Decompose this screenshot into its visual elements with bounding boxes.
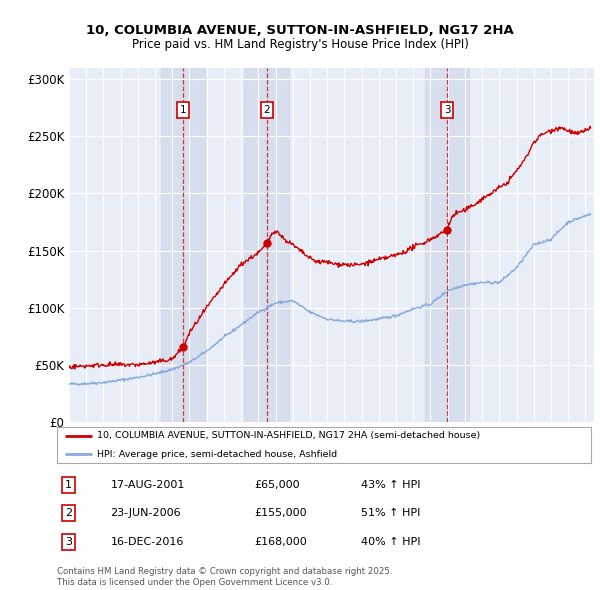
- Text: 10, COLUMBIA AVENUE, SUTTON-IN-ASHFIELD, NG17 2HA: 10, COLUMBIA AVENUE, SUTTON-IN-ASHFIELD,…: [86, 24, 514, 37]
- Text: 17-AUG-2001: 17-AUG-2001: [110, 480, 185, 490]
- Text: 1: 1: [179, 105, 186, 115]
- Bar: [244, 68, 289, 422]
- Text: 43% ↑ HPI: 43% ↑ HPI: [361, 480, 421, 490]
- Text: 51% ↑ HPI: 51% ↑ HPI: [361, 509, 421, 518]
- Bar: [161, 68, 205, 422]
- Text: £155,000: £155,000: [254, 509, 307, 518]
- Text: £65,000: £65,000: [254, 480, 300, 490]
- Text: 16-DEC-2016: 16-DEC-2016: [110, 537, 184, 546]
- Text: 2: 2: [65, 509, 73, 518]
- Text: 1: 1: [65, 480, 72, 490]
- Text: 3: 3: [65, 537, 72, 546]
- Text: 40% ↑ HPI: 40% ↑ HPI: [361, 537, 421, 546]
- Text: £168,000: £168,000: [254, 537, 307, 546]
- Text: Price paid vs. HM Land Registry's House Price Index (HPI): Price paid vs. HM Land Registry's House …: [131, 38, 469, 51]
- Text: 3: 3: [443, 105, 451, 115]
- Text: 10, COLUMBIA AVENUE, SUTTON-IN-ASHFIELD, NG17 2HA (semi-detached house): 10, COLUMBIA AVENUE, SUTTON-IN-ASHFIELD,…: [97, 431, 481, 440]
- Text: 23-JUN-2006: 23-JUN-2006: [110, 509, 181, 518]
- Text: 2: 2: [263, 105, 270, 115]
- Text: Contains HM Land Registry data © Crown copyright and database right 2025.
This d: Contains HM Land Registry data © Crown c…: [57, 568, 392, 586]
- Bar: [425, 68, 469, 422]
- Text: HPI: Average price, semi-detached house, Ashfield: HPI: Average price, semi-detached house,…: [97, 450, 337, 458]
